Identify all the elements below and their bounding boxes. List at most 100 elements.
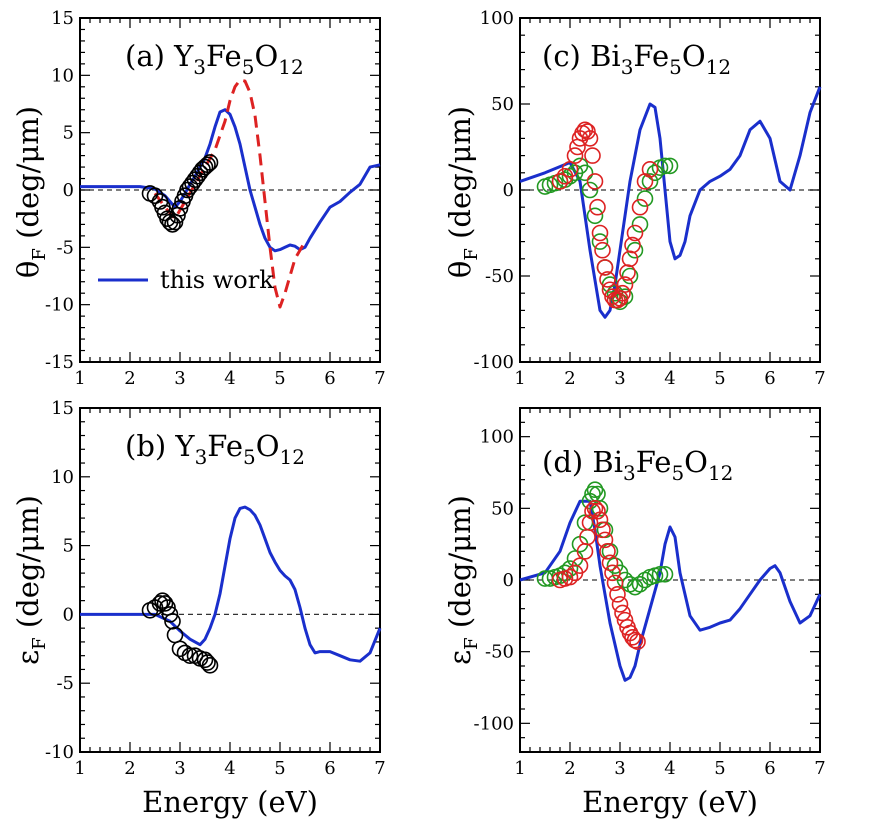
marker-experiment xyxy=(159,210,176,227)
series-this-work xyxy=(80,505,382,663)
title-mid-2: O xyxy=(256,429,280,463)
x-tick-label: 3 xyxy=(174,758,185,779)
x-tick-label: 2 xyxy=(564,368,575,389)
marker-experiment xyxy=(171,640,189,658)
marker-exp-red xyxy=(594,241,611,259)
ylabel-sub: F xyxy=(461,248,482,261)
title-sub-2: 5 xyxy=(243,445,256,469)
x-tick-label: 2 xyxy=(124,758,135,779)
marker-experiment xyxy=(196,158,214,176)
title-sub-2: 5 xyxy=(669,55,682,79)
marker-exp-red xyxy=(621,250,639,268)
ylabel-unit: (deg/μm) xyxy=(443,495,477,637)
y-tick-label: 0 xyxy=(503,180,514,201)
title-prefix: (c) Bi xyxy=(542,39,621,73)
y-tick-label: 5 xyxy=(63,123,74,144)
marker-exp-red xyxy=(581,130,599,147)
marker-layer xyxy=(141,592,219,674)
marker-experiment xyxy=(201,154,219,171)
ylabel-symbol: θ xyxy=(11,261,45,278)
marker-exp-green xyxy=(586,207,604,225)
ylabel-sub: F xyxy=(29,248,50,261)
panel-title: (b) Y3Fe5O12 xyxy=(125,429,305,469)
marker-exp-red xyxy=(616,276,634,293)
ylabel-unit: (deg/μm) xyxy=(11,106,45,248)
marker-exp-red xyxy=(596,531,614,549)
title-mid-2: O xyxy=(682,39,706,73)
marker-exp-red xyxy=(586,173,604,190)
marker-exp-green xyxy=(606,284,624,302)
marker-exp-green xyxy=(591,233,609,250)
marker-experiment xyxy=(164,216,181,233)
x-tick-label: 1 xyxy=(74,368,85,389)
x-tick-label: 6 xyxy=(764,758,775,779)
panel-title: (d) Bi3Fe5O12 xyxy=(542,445,733,485)
marker-exp-green xyxy=(631,216,649,233)
marker-exp-green xyxy=(651,565,669,583)
panel-title: (a) Y3Fe5O12 xyxy=(125,39,304,79)
x-tick-label: 4 xyxy=(664,368,675,389)
marker-exp-red xyxy=(606,574,624,592)
title-prefix: (d) Bi xyxy=(542,445,623,479)
marker-exp-red xyxy=(591,224,609,242)
x-tick-label: 5 xyxy=(274,368,285,389)
title-sub-1: 3 xyxy=(623,461,636,485)
y-tick-label: -10 xyxy=(45,295,74,316)
title-prefix: (a) Y xyxy=(125,39,194,73)
title-sub-1: 3 xyxy=(193,55,206,79)
x-tick-label: 3 xyxy=(614,758,625,779)
series-layer xyxy=(80,505,382,663)
y-tick-label: -100 xyxy=(474,352,514,373)
marker-exp-red xyxy=(599,543,616,560)
title-sub-2: 5 xyxy=(242,55,255,79)
series-this-work xyxy=(80,108,381,253)
ylabel-b: εF (deg/μm) xyxy=(11,495,50,665)
title-mid-2: O xyxy=(254,39,278,73)
marker-exp-green xyxy=(586,481,604,498)
marker-exp-red xyxy=(614,604,631,622)
x-tick-label: 1 xyxy=(514,368,525,389)
marker-exp-red xyxy=(614,284,631,302)
series-layer xyxy=(80,78,381,309)
marker-exp-green xyxy=(641,173,659,190)
marker-experiment xyxy=(181,647,199,664)
marker-experiment xyxy=(146,187,164,205)
ylabel-unit: (deg/μm) xyxy=(443,106,477,248)
x-tick-label: 5 xyxy=(714,368,725,389)
marker-experiment xyxy=(156,595,174,612)
marker-exp-red xyxy=(624,629,641,646)
ylabel-a: θF (deg/μm) xyxy=(11,106,50,278)
marker-exp-red xyxy=(581,514,599,531)
marker-exp-red xyxy=(604,564,621,582)
y-tick-label: -100 xyxy=(474,713,514,734)
marker-exp-green xyxy=(621,267,639,285)
x-tick-label: 6 xyxy=(764,368,775,389)
marker-exp-green xyxy=(581,181,599,199)
marker-exp-red xyxy=(571,557,589,574)
y-tick-label: -50 xyxy=(485,266,514,287)
y-tick-label: 15 xyxy=(51,8,74,29)
marker-exp-red xyxy=(594,521,611,539)
title-sub-3: 12 xyxy=(280,445,305,469)
marker-exp-green xyxy=(656,565,674,583)
marker-exp-red xyxy=(584,147,601,164)
title-sub-3: 12 xyxy=(708,461,733,485)
x-tick-label: 3 xyxy=(174,368,185,389)
ylabel-unit: (deg/μm) xyxy=(11,495,45,637)
y-tick-label: 0 xyxy=(63,604,74,625)
marker-experiment xyxy=(166,626,184,644)
series-layer xyxy=(519,86,822,319)
marker-exp-red xyxy=(596,259,614,276)
marker-experiment xyxy=(199,654,216,671)
marker-experiment xyxy=(196,651,214,669)
title-sub-3: 12 xyxy=(278,55,303,79)
y-tick-label: -15 xyxy=(45,352,74,373)
x-tick-label: 6 xyxy=(324,758,335,779)
marker-exp-red xyxy=(566,147,584,164)
y-tick-label: -10 xyxy=(45,742,74,763)
x-tick-label: 5 xyxy=(274,758,285,779)
